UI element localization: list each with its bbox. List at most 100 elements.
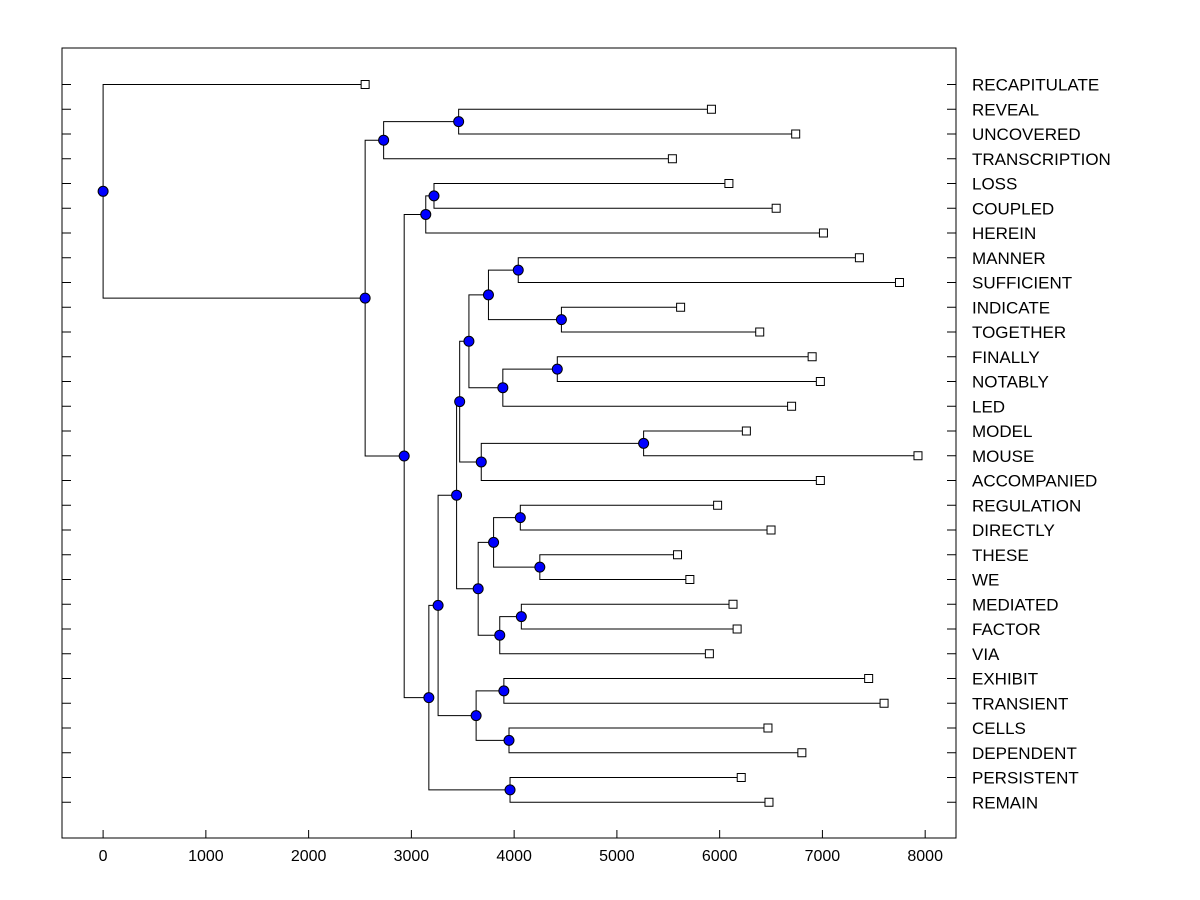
merge-node: [514, 512, 526, 524]
merge-node: [359, 292, 371, 304]
leaf-label: LED: [972, 397, 1005, 416]
leaf-marker: [360, 80, 370, 89]
merge-node: [97, 185, 109, 197]
leaf-label: DEPENDENT: [972, 744, 1077, 763]
merge-node: [534, 561, 546, 573]
merge-node: [453, 116, 465, 128]
leaf-label: MANNER: [972, 249, 1046, 268]
merge-node: [494, 629, 506, 641]
leaf-label: RECAPITULATE: [972, 76, 1099, 95]
leaf-marker: [766, 525, 776, 535]
leaf-label: MEDIATED: [972, 595, 1059, 614]
merge-node: [463, 335, 475, 347]
leaf-marker: [879, 698, 889, 708]
merge-nodes: [97, 116, 650, 796]
leaf-marker: [667, 154, 677, 164]
leaf-marker: [755, 327, 765, 337]
leaf-label: INDICATE: [972, 298, 1050, 317]
leaf-label: COUPLED: [972, 199, 1054, 218]
leaf-marker: [732, 624, 742, 634]
leaf-label: MODEL: [972, 422, 1032, 441]
merge-node: [488, 536, 500, 548]
leaf-marker: [706, 104, 716, 114]
leaf-marker: [771, 203, 781, 213]
leaf-marker: [673, 550, 683, 560]
leaf-marker: [815, 476, 825, 485]
merge-node: [555, 314, 567, 326]
leaf-marker: [864, 674, 874, 683]
merge-node: [432, 599, 444, 611]
merge-node: [470, 710, 482, 722]
leaf-label: TOGETHER: [972, 323, 1066, 342]
leaf-label: VIA: [972, 645, 1000, 664]
merge-node: [482, 289, 494, 301]
leaf-label: THESE: [972, 546, 1029, 565]
leaf-label: FINALLY: [972, 348, 1040, 367]
leaf-marker: [815, 377, 825, 386]
leaf-marker: [685, 575, 695, 584]
leaf-marker: [676, 302, 686, 312]
leaf-marker: [807, 352, 817, 362]
leaf-label: TRANSIENT: [972, 694, 1068, 713]
leaf-label: NOTABLY: [972, 373, 1049, 392]
merge-node: [515, 611, 527, 623]
leaf-label: PERSISTENT: [972, 769, 1079, 788]
x-tick-label: 5000: [599, 848, 635, 865]
x-tick-label: 2000: [291, 848, 327, 865]
leaf-marker: [787, 401, 797, 411]
x-tick-label: 7000: [805, 848, 841, 865]
leaf-label: ACCOMPANIED: [972, 472, 1097, 491]
leaf-label: LOSS: [972, 175, 1017, 194]
merge-node: [451, 489, 463, 501]
merge-node: [428, 190, 440, 202]
leaf-marker: [797, 748, 807, 758]
leaf-marker: [736, 773, 746, 782]
leaf-label: MOUSE: [972, 447, 1034, 466]
leaf-marker: [764, 797, 774, 807]
leaf-labels: RECAPITULATE REVEAL UNCOVERED TRANSCRIPTION…: [972, 76, 1111, 813]
merge-node: [378, 134, 390, 146]
merge-node: [504, 784, 516, 796]
leaf-label: EXHIBIT: [972, 670, 1038, 689]
merge-node: [475, 456, 487, 468]
merge-node: [420, 208, 432, 220]
leaf-label: DIRECTLY: [972, 521, 1055, 540]
leaf-marker: [763, 723, 773, 733]
merge-node: [398, 450, 410, 462]
leaf-marker: [894, 278, 904, 287]
merge-node: [423, 692, 435, 704]
x-tick-label: 4000: [496, 848, 532, 865]
merge-node: [498, 685, 510, 697]
leaf-marker: [741, 426, 751, 436]
merge-node: [512, 264, 524, 276]
leaf-markers: [360, 80, 923, 807]
leaf-label: WE: [972, 571, 999, 590]
y-axis-ticks: [62, 84, 956, 803]
leaf-label: REGULATION: [972, 496, 1081, 515]
x-tick-label: 8000: [907, 848, 943, 865]
x-tick-label: 1000: [188, 848, 224, 865]
x-tick-label: 0: [99, 848, 108, 865]
merge-node: [503, 734, 515, 746]
leaf-label: UNCOVERED: [972, 125, 1081, 144]
leaf-label: REMAIN: [972, 793, 1038, 812]
x-tick-label: 3000: [394, 848, 430, 865]
leaf-label: HEREIN: [972, 224, 1036, 243]
leaf-marker: [791, 129, 801, 139]
leaf-label: SUFFICIENT: [972, 274, 1072, 293]
leaf-marker: [854, 253, 864, 263]
merge-node: [454, 396, 466, 408]
merge-node: [472, 583, 484, 595]
x-axis: 0 1000 2000 3000 4000 5000 6000 7000 8000: [99, 830, 943, 865]
leaf-label: REVEAL: [972, 100, 1039, 119]
leaf-label: CELLS: [972, 719, 1026, 738]
merge-node: [497, 382, 509, 394]
merge-node: [638, 437, 650, 449]
leaf-marker: [713, 500, 723, 510]
leaf-marker: [913, 451, 923, 461]
leaf-marker: [728, 599, 738, 609]
leaf-marker: [724, 179, 734, 188]
x-tick-label: 6000: [702, 848, 738, 865]
leaf-label: FACTOR: [972, 620, 1041, 639]
